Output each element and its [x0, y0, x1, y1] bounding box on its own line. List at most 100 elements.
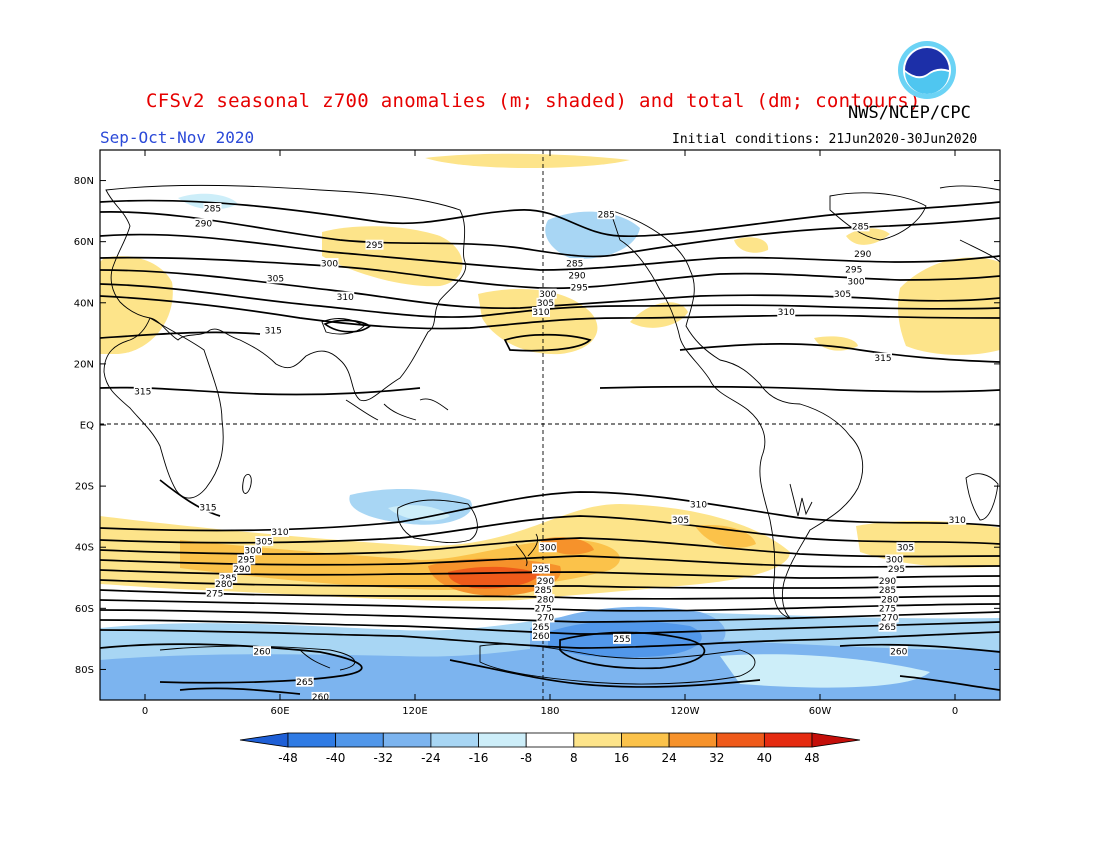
contour-label: 260: [253, 647, 270, 657]
contour-label: 260: [312, 693, 329, 703]
contour-label-bg: [295, 676, 314, 687]
contour-label-bg: [565, 258, 584, 269]
contour-label: 290: [568, 271, 585, 281]
contour-label-bg: [613, 633, 631, 644]
contour-label-bg: [232, 563, 251, 574]
contour-label-bg: [194, 218, 213, 229]
contour-label: 290: [233, 565, 250, 575]
contour-label: 285: [879, 586, 896, 596]
map-axes: 80N 60N 40N 20N EQ 20S 40S 60S 80S 0 60E 120E 180 120…: [74, 150, 1000, 717]
colorbar-low-arrow: [239, 732, 289, 748]
colorbar-label: -8: [520, 751, 532, 765]
contour-label-bg: [887, 563, 906, 574]
contour-label: 305: [256, 537, 273, 547]
contour-label: 305: [537, 299, 554, 309]
contour-label: 310: [337, 293, 354, 303]
contour-label-bg: [833, 288, 852, 299]
lat-tick-label: 20N: [74, 359, 94, 370]
contour-label: 275: [879, 605, 896, 615]
contour-label-bg: [570, 282, 589, 293]
contour-label: 280: [215, 580, 232, 590]
contour-label-bg: [253, 646, 271, 657]
contour-label: 295: [366, 241, 383, 251]
lat-tick-label: 40S: [75, 543, 94, 554]
colorbar-label: 24: [661, 751, 676, 765]
lat-tick-label: 60N: [74, 237, 94, 248]
contour-label-bg: [889, 646, 908, 657]
contour-label-bg: [534, 585, 553, 595]
contour-label-bg: [538, 288, 557, 299]
lon-tick-label: 180: [540, 706, 559, 717]
contour-label-bg: [851, 221, 870, 232]
contour-labels: 2852902953003053103153152852852902953003…: [133, 203, 967, 703]
contour-label: 265: [879, 623, 896, 633]
contour-label-bg: [874, 352, 892, 363]
colorbar-swatch: [430, 732, 479, 748]
colorbar-swatch: [716, 732, 765, 748]
contour-label-bg: [568, 270, 586, 281]
colorbar-swatch: [382, 732, 432, 748]
lon-tick-label: 60W: [809, 706, 832, 717]
coastlines: [103, 184, 1000, 685]
lon-tick-label: 0: [952, 706, 958, 717]
contour-label-bg: [311, 691, 330, 700]
contour-label: 275: [206, 589, 223, 599]
contour-label-bg: [133, 386, 152, 397]
contour-label: 305: [897, 543, 914, 553]
lat-tick-label: 60S: [75, 604, 94, 615]
contour-label: 310: [778, 308, 795, 318]
colorbar-swatch: [335, 732, 384, 748]
contour-label-bg: [237, 554, 256, 565]
contour-label: 295: [845, 265, 862, 275]
colorbar-label: -32: [373, 751, 393, 765]
contour-label: 285: [566, 259, 583, 269]
contour-label-bg: [878, 585, 897, 595]
contour-label-bg: [532, 306, 550, 317]
contour-label-bg: [597, 209, 616, 220]
contour-label: 270: [881, 614, 898, 624]
agency-label: NWS/NCEP/CPC: [848, 103, 971, 123]
contour-label-bg: [671, 514, 690, 525]
contour-label-bg: [847, 276, 865, 287]
contour-label-bg: [536, 594, 555, 605]
contour-label: 295: [532, 565, 549, 575]
lon-tick-label: 0: [142, 706, 148, 717]
contour-label: 285: [598, 210, 615, 220]
contour-label: 305: [672, 516, 689, 526]
lon-tick-label: 60E: [270, 706, 289, 717]
contour-label: 290: [854, 250, 871, 260]
contour-label-bg: [532, 563, 550, 574]
contour-label: 290: [879, 577, 896, 587]
contour-label-bg: [205, 588, 224, 599]
lat-tick-label: 40N: [74, 298, 94, 309]
contour-label-bg: [878, 575, 897, 586]
height-contours: [100, 199, 1000, 695]
colorbar-swatch: [287, 732, 337, 748]
contour-label: 295: [238, 556, 255, 566]
contour-label-bg: [244, 545, 262, 556]
contour-label-bg: [536, 575, 555, 586]
colorbar-swatch: [621, 732, 670, 748]
contour-label: 255: [613, 635, 630, 645]
contour-label: 265: [532, 623, 549, 633]
lon-tick-label: 120W: [671, 706, 700, 717]
contour-label-bg: [214, 578, 233, 589]
colorbar-label: -40: [326, 751, 346, 765]
contour-label-bg: [320, 258, 339, 269]
contour-label-bg: [219, 572, 238, 583]
colorbar-label: -16: [469, 751, 489, 765]
contour-label-bg: [777, 306, 796, 317]
contour-label: 315: [134, 388, 151, 398]
lat-tick-label: 80N: [74, 176, 94, 187]
contour-label: 280: [537, 595, 554, 605]
contour-label-bg: [536, 297, 555, 308]
contour-label-bg: [534, 603, 553, 614]
contour-label: 310: [949, 516, 966, 526]
contour-label-bg: [689, 499, 708, 510]
contour-label: 290: [195, 220, 212, 230]
lon-tick-label: 120E: [402, 706, 427, 717]
season-label: Sep-Oct-Nov 2020: [100, 128, 255, 147]
contour-label: 265: [296, 678, 313, 688]
contour-label-bg: [885, 554, 904, 565]
